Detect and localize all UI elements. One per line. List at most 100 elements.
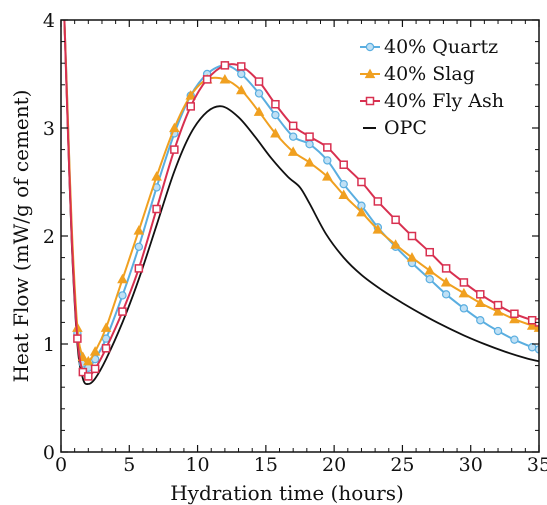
data-point-40-slag	[338, 189, 349, 200]
data-point-40-quartz	[254, 89, 264, 98]
data-point-40-slag	[100, 322, 112, 332]
data-point-40-quartz	[339, 179, 348, 189]
x-tick-label: 0	[55, 454, 67, 476]
data-point-40-fly-ash	[425, 247, 434, 257]
data-point-40-slag	[424, 265, 436, 275]
legend-label: 40% Slag	[384, 63, 475, 85]
data-point-40-quartz	[271, 110, 280, 120]
y-tick-label: 1	[43, 334, 55, 356]
series-opc	[63, 20, 539, 385]
data-point-40-slag	[133, 225, 145, 235]
data-point-40-quartz	[459, 304, 469, 313]
data-point-40-fly-ash	[78, 367, 88, 377]
series-40-quartz	[63, 20, 539, 372]
data-point-40-fly-ash	[202, 75, 212, 84]
legend-swatch-marker	[364, 68, 376, 79]
data-point-40-fly-ash	[237, 62, 246, 71]
series-40-slag	[63, 20, 539, 366]
data-point-40-fly-ash	[134, 264, 144, 273]
data-point-40-quartz	[134, 242, 144, 251]
data-point-40-slag	[440, 277, 452, 287]
data-point-40-slag	[83, 355, 94, 366]
y-tick-label: 3	[43, 118, 55, 140]
data-point-40-fly-ash	[459, 278, 469, 287]
data-point-40-fly-ash	[493, 300, 503, 310]
data-point-40-fly-ash	[391, 215, 400, 225]
data-point-40-slag	[89, 346, 101, 356]
x-tick-label: 30	[459, 454, 483, 476]
data-point-40-slag	[474, 297, 486, 308]
legend-swatch-marker	[365, 96, 375, 106]
data-point-40-quartz	[288, 132, 298, 141]
data-point-40-fly-ash	[152, 204, 161, 214]
data-point-40-fly-ash	[254, 77, 264, 86]
data-point-40-slag	[492, 306, 504, 316]
x-tick-label: 25	[390, 454, 414, 476]
data-point-40-quartz	[323, 156, 332, 165]
data-point-40-slag	[390, 239, 401, 249]
data-point-40-fly-ash	[339, 160, 348, 169]
data-point-40-fly-ash	[323, 143, 332, 152]
data-point-40-fly-ash	[476, 290, 485, 299]
data-point-40-fly-ash	[90, 364, 100, 374]
legend-item-40-fly-ash: 40% Fly Ash	[360, 90, 504, 112]
legend-item-opc: OPC	[363, 117, 427, 139]
data-point-40-fly-ash	[101, 344, 111, 353]
data-point-40-quartz	[441, 290, 451, 299]
data-point-40-fly-ash	[73, 334, 82, 343]
data-point-40-quartz	[527, 343, 537, 352]
y-tick-label: 2	[43, 226, 55, 248]
legend-label: OPC	[384, 117, 427, 139]
data-point-40-fly-ash	[510, 309, 519, 319]
data-point-40-slag	[526, 320, 538, 330]
data-point-40-fly-ash	[170, 145, 179, 154]
data-point-40-slag	[533, 322, 539, 332]
legend-label: 40% Quartz	[384, 36, 498, 58]
data-point-40-fly-ash	[357, 177, 366, 187]
data-point-40-slag	[458, 287, 470, 298]
data-point-40-quartz	[237, 69, 246, 79]
data-point-40-slag	[169, 122, 180, 133]
data-point-40-slag	[253, 106, 265, 116]
legend: 40% Quartz 40% Slag 40% Fly Ash OPC	[360, 36, 504, 139]
x-tick-label: 20	[322, 454, 346, 476]
data-point-40-slag	[304, 157, 315, 167]
y-tick-label: 0	[43, 442, 55, 464]
legend-label: 40% Fly Ash	[384, 90, 504, 112]
data-point-40-slag	[356, 206, 367, 217]
data-point-40-quartz	[425, 275, 434, 284]
data-point-40-fly-ash	[373, 197, 383, 206]
data-point-40-slag	[117, 273, 128, 284]
data-point-40-slag	[406, 252, 418, 262]
y-axis-title: Heat Flow (mW/g of cement)	[9, 90, 33, 383]
x-tick-label: 35	[527, 454, 547, 476]
legend-item-40-quartz: 40% Quartz	[360, 36, 498, 58]
data-point-40-fly-ash	[441, 264, 451, 273]
data-point-40-slag	[151, 171, 162, 181]
ticks-layer: 0 5 10 15 20 25 30 35 0 1 2 3 4	[43, 10, 547, 476]
data-point-40-quartz	[534, 345, 539, 354]
series-line-opc	[63, 20, 539, 385]
data-point-40-slag	[270, 127, 281, 138]
data-point-40-quartz	[118, 291, 127, 300]
legend-item-40-slag: 40% Slag	[360, 63, 475, 85]
x-tick-label: 5	[123, 454, 135, 476]
data-point-40-quartz	[510, 335, 519, 344]
data-point-40-fly-ash	[527, 315, 537, 325]
series-layer	[63, 20, 539, 385]
data-point-40-fly-ash	[288, 121, 298, 131]
data-point-40-fly-ash	[220, 61, 230, 70]
data-point-40-slag	[235, 84, 247, 95]
data-point-40-fly-ash	[305, 132, 314, 141]
data-point-40-fly-ash	[118, 307, 127, 316]
data-point-40-fly-ash	[271, 99, 280, 109]
data-point-40-fly-ash	[186, 102, 195, 111]
data-point-40-slag	[372, 224, 384, 234]
data-point-40-quartz	[305, 139, 314, 149]
series-40-fly-ash	[63, 20, 539, 381]
data-point-40-slag	[509, 313, 520, 324]
data-point-40-fly-ash	[407, 231, 417, 241]
y-tick-label: 4	[43, 10, 55, 32]
data-point-40-slag	[322, 171, 333, 181]
